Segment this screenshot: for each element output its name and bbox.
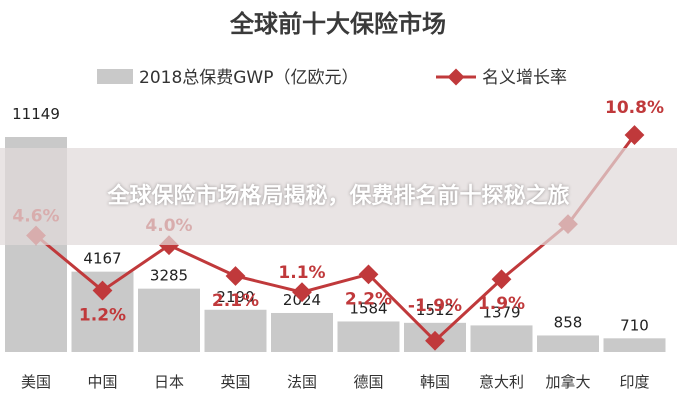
growth-rate-label: 2.2% xyxy=(345,289,392,309)
legend: 2018总保费GWP（亿欧元） 名义增长率 xyxy=(97,68,567,88)
bar xyxy=(271,312,333,352)
bar-value-label: 858 xyxy=(554,313,583,331)
growth-rate-label: 2.1% xyxy=(212,291,259,311)
category-label: 美国 xyxy=(21,373,51,391)
bar-value-label: 1512 xyxy=(416,301,454,319)
growth-rate-marker xyxy=(225,266,246,286)
bar xyxy=(337,321,400,352)
bar-value-label: 11149 xyxy=(12,105,60,123)
category-axis-labels: 美国 中国 日本 英国 法国 德国 韩国 意大利 加拿大 印度 xyxy=(21,373,650,391)
growth-rate-marker xyxy=(292,282,312,303)
bar xyxy=(470,325,533,352)
bar xyxy=(138,288,200,352)
category-label: 法国 xyxy=(287,373,317,391)
category-label: 日本 xyxy=(154,373,184,391)
growth-rate-marker xyxy=(358,264,379,285)
category-label: 中国 xyxy=(87,373,117,391)
chart-title: 全球前十大保险市场 xyxy=(229,10,446,38)
category-label: 意大利 xyxy=(479,373,524,391)
legend-line-marker xyxy=(447,68,465,86)
bar xyxy=(603,338,666,352)
caption-banner: 全球保险市场格局揭秘，保费排名前十探秘之旅 xyxy=(0,148,677,245)
growth-rate-line xyxy=(35,134,636,343)
growth-rate-marker xyxy=(92,280,113,301)
bar-value-label: 1379 xyxy=(482,303,520,321)
growth-rate-label: 10.8% xyxy=(605,98,664,118)
category-label: 德国 xyxy=(353,373,383,391)
bar-value-label: 3285 xyxy=(150,267,188,285)
growth-rate-label: 1.2% xyxy=(79,306,126,326)
bar xyxy=(537,335,599,352)
growth-rate-label: -1.9% xyxy=(408,296,462,316)
bar-value-label: 4167 xyxy=(83,250,121,268)
category-label: 印度 xyxy=(619,373,649,391)
legend-bar-swatch xyxy=(97,69,133,84)
legend-bar-label: 2018总保费GWP（亿欧元） xyxy=(139,68,359,88)
category-label: 韩国 xyxy=(420,373,450,391)
bar-value-label: 710 xyxy=(620,316,649,334)
caption-text: 全球保险市场格局揭秘，保费排名前十探秘之旅 xyxy=(107,183,570,209)
growth-rate-label: 1.1% xyxy=(278,263,325,283)
bar-value-label: 1584 xyxy=(349,299,387,317)
growth-rate-marker xyxy=(491,269,512,290)
category-label: 加拿大 xyxy=(545,373,590,391)
growth-rate-label: 1.9% xyxy=(478,294,525,314)
bar xyxy=(204,309,267,352)
growth-rate-marker xyxy=(425,330,445,351)
category-label: 英国 xyxy=(220,373,250,391)
bar-value-label: 2190 xyxy=(216,288,254,306)
legend-line-label: 名义增长率 xyxy=(482,68,567,88)
